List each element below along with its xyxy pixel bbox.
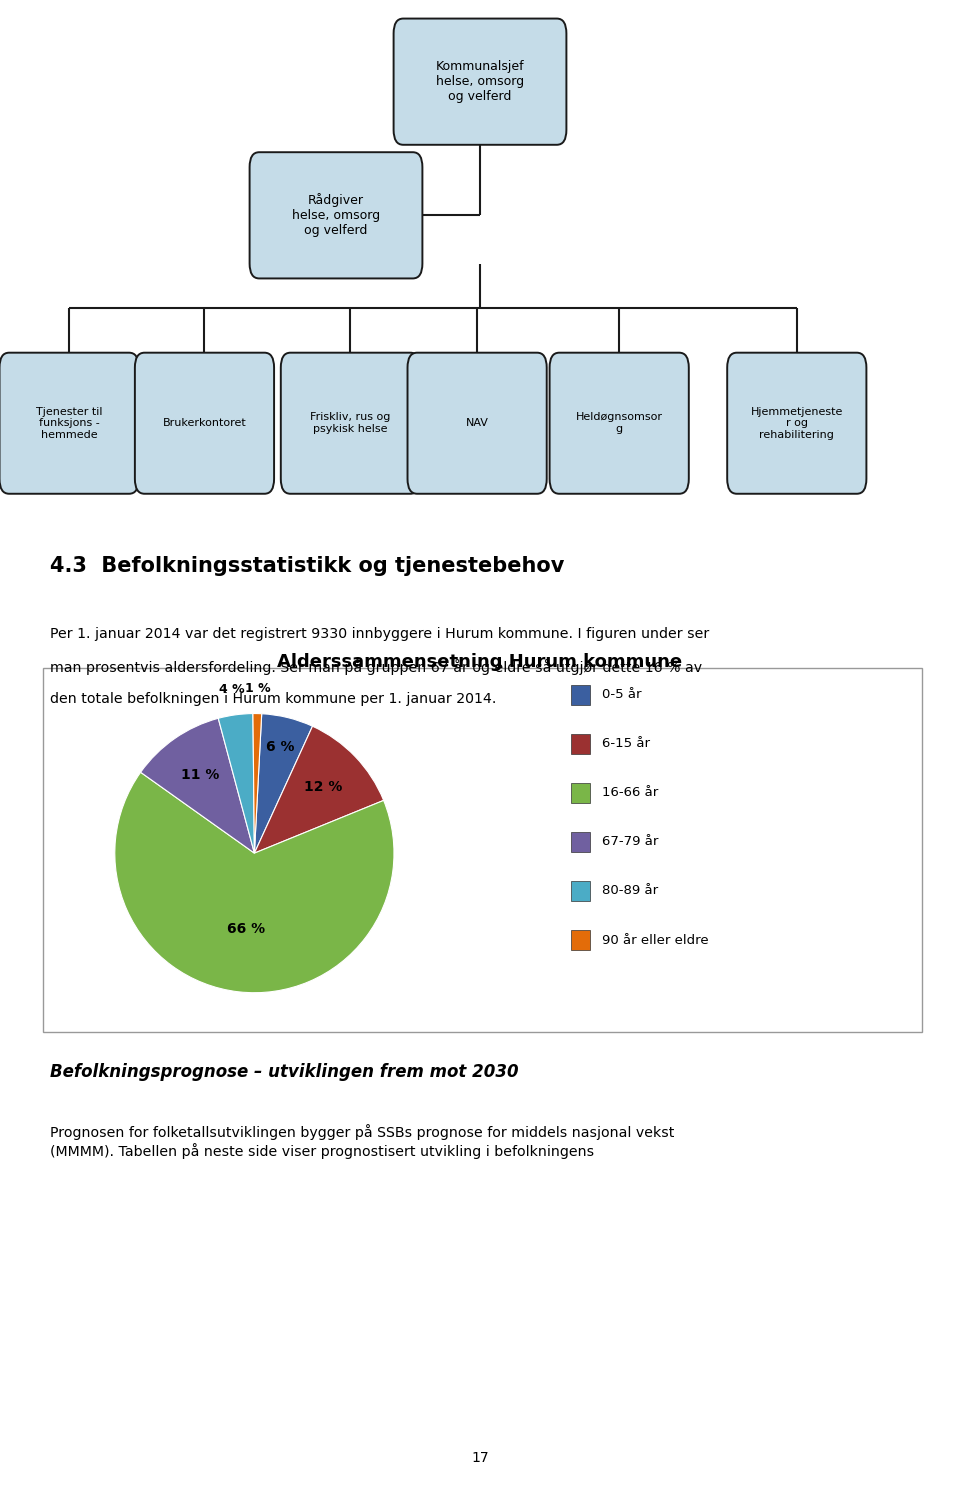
Text: Tjenester til
funksjons -
hemmede: Tjenester til funksjons - hemmede (36, 407, 103, 440)
Text: Per 1. januar 2014 var det registrert 9330 innbyggere i Hurum kommune. I figuren: Per 1. januar 2014 var det registrert 93… (50, 627, 709, 640)
Text: 16-66 år: 16-66 år (602, 787, 659, 799)
Bar (571, 832, 590, 852)
Text: 0-5 år: 0-5 år (602, 689, 641, 701)
Text: Friskliv, rus og
psykisk helse: Friskliv, rus og psykisk helse (310, 413, 391, 434)
Bar (571, 685, 590, 705)
Wedge shape (140, 719, 254, 852)
Text: den totale befolkningen i Hurum kommune per 1. januar 2014.: den totale befolkningen i Hurum kommune … (50, 692, 496, 705)
FancyBboxPatch shape (0, 352, 138, 493)
Text: man prosentvis aldersfordeling. Ser man på gruppen 67 år og eldre så utgjør dett: man prosentvis aldersfordeling. Ser man … (50, 659, 702, 676)
Wedge shape (252, 714, 262, 852)
Text: Kommunalsjef
helse, omsorg
og velferd: Kommunalsjef helse, omsorg og velferd (436, 61, 524, 102)
FancyBboxPatch shape (280, 352, 420, 493)
Text: Heldøgnsomsor
g: Heldøgnsomsor g (576, 413, 662, 434)
Text: 4 %: 4 % (219, 683, 245, 696)
Text: 6-15 år: 6-15 år (602, 738, 650, 750)
FancyBboxPatch shape (728, 352, 866, 493)
Text: 1 %: 1 % (245, 682, 271, 695)
Text: 67-79 år: 67-79 år (602, 836, 659, 848)
Bar (571, 783, 590, 803)
FancyBboxPatch shape (407, 352, 547, 493)
Text: Rådgiver
helse, omsorg
og velferd: Rådgiver helse, omsorg og velferd (292, 193, 380, 238)
Bar (43, 668, 922, 1032)
Wedge shape (254, 714, 313, 852)
Text: 4.3  Befolkningsstatistikk og tjenestebehov: 4.3 Befolkningsstatistikk og tjenestebeh… (50, 557, 564, 576)
FancyBboxPatch shape (250, 153, 422, 279)
Bar (571, 881, 590, 901)
Bar (571, 930, 590, 950)
Text: 17: 17 (471, 1451, 489, 1466)
Wedge shape (254, 726, 384, 852)
FancyBboxPatch shape (394, 18, 566, 146)
FancyBboxPatch shape (134, 352, 275, 493)
Text: Befolkningsprognose – utviklingen frem mot 2030: Befolkningsprognose – utviklingen frem m… (50, 1063, 518, 1081)
Text: Brukerkontoret: Brukerkontoret (162, 419, 247, 428)
Text: 12 %: 12 % (303, 781, 342, 794)
Text: Prognosen for folketallsutviklingen bygger på SSBs prognose for middels nasjonal: Prognosen for folketallsutviklingen bygg… (50, 1124, 674, 1158)
Wedge shape (218, 714, 254, 852)
FancyBboxPatch shape (549, 352, 689, 493)
Text: NAV: NAV (466, 419, 489, 428)
Wedge shape (115, 772, 394, 992)
Text: Alderssammensetning Hurum kommune: Alderssammensetning Hurum kommune (277, 653, 683, 671)
Text: 80-89 år: 80-89 år (602, 885, 658, 897)
Bar (571, 734, 590, 754)
Text: Hjemmetjeneste
r og
rehabilitering: Hjemmetjeneste r og rehabilitering (751, 407, 843, 440)
Text: 66 %: 66 % (227, 922, 265, 937)
Text: 6 %: 6 % (266, 741, 295, 754)
Text: 90 år eller eldre: 90 år eller eldre (602, 934, 708, 946)
Text: 11 %: 11 % (181, 768, 220, 783)
